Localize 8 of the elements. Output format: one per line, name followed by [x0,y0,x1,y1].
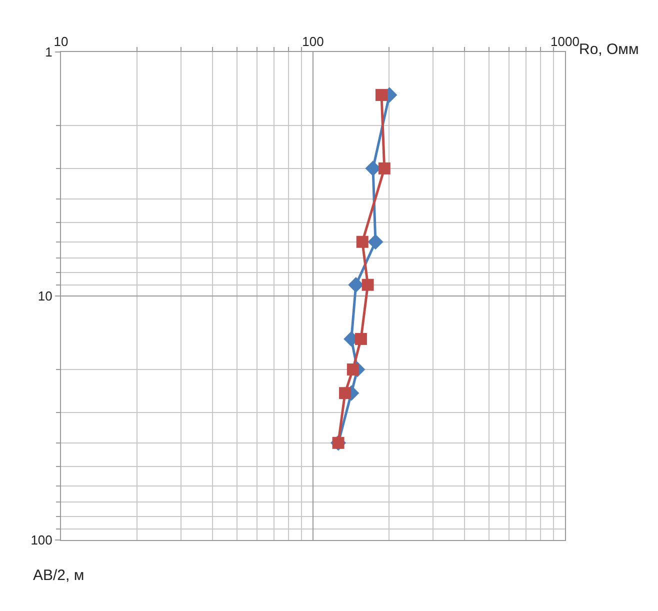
x-axis-title: Ro, Омм [579,41,639,58]
y-tick-label: 100 [30,532,52,548]
x-tick-label: 10 [54,34,68,49]
y-axis-title: АВ/2, м [33,567,84,584]
x-tick-label: 100 [302,34,324,49]
x-tick-label: 1000 [550,34,580,49]
y-tick-label: 1 [45,44,52,60]
y-tick-label: 10 [38,288,52,304]
